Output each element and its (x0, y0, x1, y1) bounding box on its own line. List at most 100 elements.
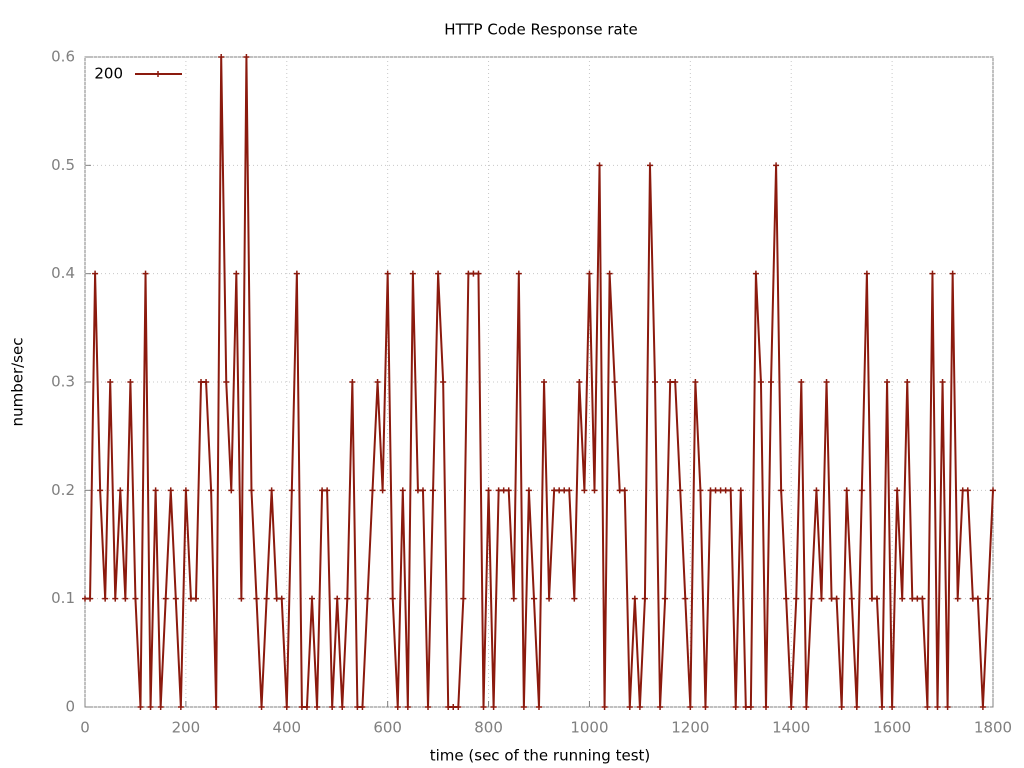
data-point (97, 487, 104, 494)
data-point (142, 270, 149, 277)
x-axis-label: time (sec of the running test) (430, 747, 651, 765)
data-point (803, 704, 810, 710)
data-point (303, 704, 310, 710)
data-point (732, 704, 739, 710)
data-point (984, 595, 991, 602)
y-tick-label: 0 (65, 698, 75, 716)
data-point (616, 487, 623, 494)
data-point (414, 487, 421, 494)
data-point (752, 270, 759, 277)
data-point (894, 487, 901, 494)
data-point (667, 379, 674, 385)
data-point (873, 595, 880, 602)
data-point (969, 595, 976, 602)
data-point (500, 487, 507, 494)
data-point (843, 487, 850, 494)
data-point (929, 270, 936, 277)
data-point (152, 487, 159, 494)
data-point (884, 379, 891, 385)
data-point (556, 487, 563, 494)
data-point (904, 379, 911, 385)
data-point (662, 595, 669, 602)
data-point (652, 379, 659, 385)
data-point (611, 379, 618, 385)
data-point (793, 595, 800, 602)
x-tick-label: 400 (272, 719, 301, 737)
data-point (182, 487, 189, 494)
data-point (707, 487, 714, 494)
data-point (112, 595, 119, 602)
data-point (672, 379, 679, 385)
data-point (601, 704, 608, 710)
data-point (117, 487, 124, 494)
data-point (530, 595, 537, 602)
data-point (107, 379, 114, 385)
data-point (288, 487, 295, 494)
data-point (919, 595, 926, 602)
data-point (495, 487, 502, 494)
data-point (475, 270, 482, 277)
data-point (636, 704, 643, 710)
data-point (964, 487, 971, 494)
data-point (162, 595, 169, 602)
data-point (177, 704, 184, 710)
x-tick-label: 0 (80, 719, 90, 737)
data-point (737, 487, 744, 494)
data-point (465, 270, 472, 277)
data-point (692, 379, 699, 385)
data-point (510, 595, 517, 602)
data-point (455, 704, 462, 710)
x-tick-label: 1800 (974, 719, 1012, 737)
data-point (379, 487, 386, 494)
data-point (646, 162, 653, 169)
data-point (788, 704, 795, 710)
data-point (198, 379, 205, 385)
data-point (137, 704, 144, 710)
data-point (460, 595, 467, 602)
data-point (505, 487, 512, 494)
data-point (490, 704, 497, 710)
data-point (909, 595, 916, 602)
data-point (657, 704, 664, 710)
data-point (773, 162, 780, 169)
data-point (228, 487, 235, 494)
data-point (208, 487, 215, 494)
data-point (278, 595, 285, 602)
data-point (571, 595, 578, 602)
data-point (778, 487, 785, 494)
data-point (757, 379, 764, 385)
data-point (717, 487, 724, 494)
data-point (404, 704, 411, 710)
data-point (102, 595, 109, 602)
data-point (480, 704, 487, 710)
data-point (798, 379, 805, 385)
data-point (384, 270, 391, 277)
data-point (369, 487, 376, 494)
data-point (213, 704, 220, 710)
data-point (828, 595, 835, 602)
data-point (389, 595, 396, 602)
data-point (863, 270, 870, 277)
data-point (258, 704, 265, 710)
data-point (409, 270, 416, 277)
data-point (187, 595, 194, 602)
data-point (979, 704, 986, 710)
y-tick-label: 0.2 (51, 481, 75, 499)
data-point (354, 704, 361, 710)
data-point (879, 704, 886, 710)
data-point (768, 379, 775, 385)
data-point (82, 595, 88, 602)
data-point (520, 704, 527, 710)
data-point (853, 704, 860, 710)
data-point (192, 595, 199, 602)
data-point (586, 270, 593, 277)
data-point (742, 704, 749, 710)
data-point (899, 595, 906, 602)
data-point (823, 379, 830, 385)
data-point (127, 379, 134, 385)
data-point (818, 595, 825, 602)
data-point (445, 704, 452, 710)
data-point (712, 487, 719, 494)
data-point (263, 595, 270, 602)
